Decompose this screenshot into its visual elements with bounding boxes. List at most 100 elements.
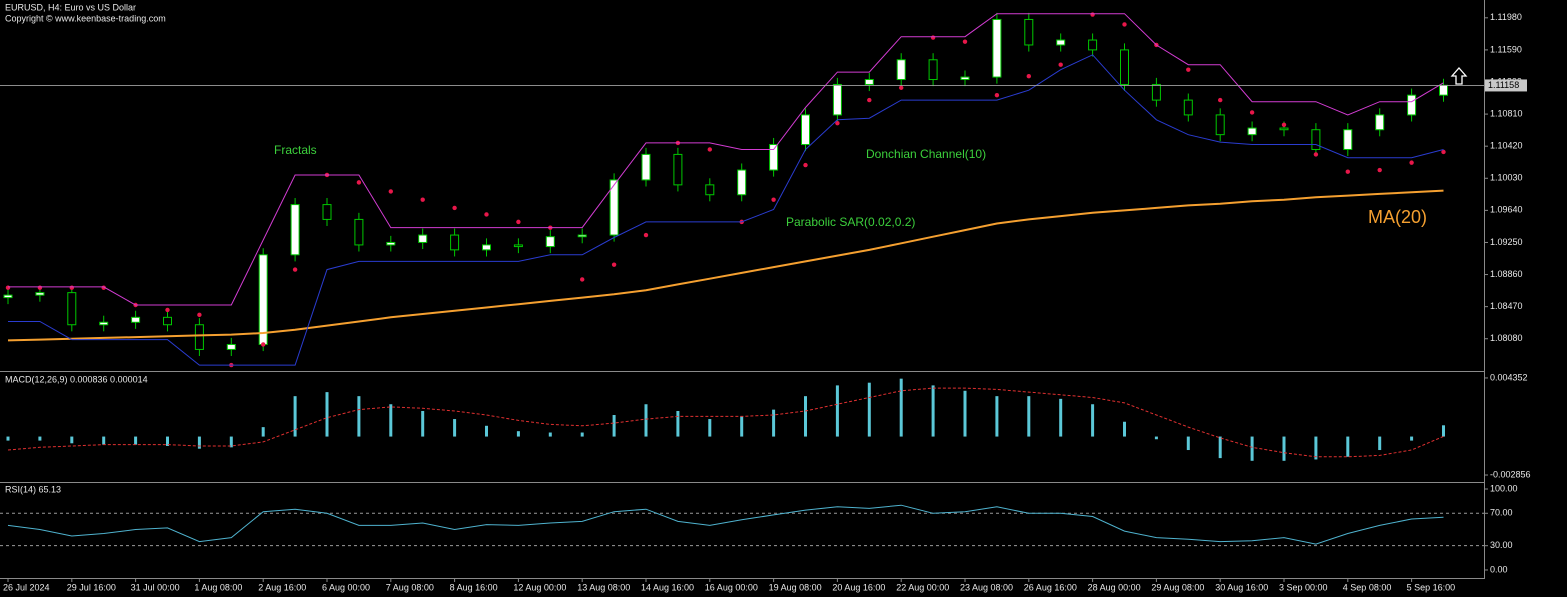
sar-dot: [1409, 160, 1414, 165]
macd-bar: [580, 432, 584, 437]
sar-dot: [867, 97, 872, 103]
y-tick-label: 1.08860: [1490, 269, 1523, 279]
indicator-label: Parabolic SAR(0.02,0.2): [786, 215, 915, 229]
macd-bar: [804, 396, 807, 437]
sar-dot: [420, 197, 425, 202]
y-tick-label: 1.11980: [1490, 12, 1522, 22]
candle-body: [1151, 83, 1161, 101]
candle-body: [418, 234, 428, 243]
candle-body: [450, 234, 460, 251]
x-tick-label: 30 Aug 16:00: [1215, 582, 1268, 592]
candle-body: [673, 153, 683, 186]
macd-bar: [1378, 436, 1382, 451]
macd-bar: [1186, 436, 1190, 451]
sar-dot: [1058, 62, 1063, 67]
indicator-line: [7, 387, 1444, 458]
macd-bar: [1346, 436, 1350, 457]
candle-body: [641, 153, 651, 181]
y-tick-label: 70.00: [1490, 508, 1513, 518]
macd-bar: [740, 416, 744, 437]
x-tick-label: 5 Sep 16:00: [1407, 582, 1456, 592]
sar-dot: [771, 197, 776, 202]
sar-dot: [388, 189, 393, 194]
y-tick-label: 100.00: [1490, 483, 1518, 493]
macd-bar: [1154, 436, 1158, 440]
candle-body: [1088, 39, 1098, 51]
macd-bar: [421, 410, 425, 437]
panel-title: RSI(14) 65.13: [5, 484, 61, 494]
indicator-line: [7, 504, 1444, 545]
candle-body: [1247, 127, 1257, 136]
macd-bar: [1250, 436, 1254, 461]
x-tick-label: 22 Aug 00:00: [896, 582, 949, 592]
sar-dot: [292, 267, 298, 272]
candle-body: [577, 234, 587, 238]
candle-body: [832, 83, 842, 116]
sar-dot: [803, 162, 808, 168]
candle-body: [801, 114, 810, 146]
macd-bar: [166, 436, 169, 446]
x-tick-label: 29 Jul 16:00: [67, 582, 116, 592]
candle-body: [1056, 39, 1066, 46]
macd-bar: [325, 392, 329, 437]
macd-bar: [261, 427, 265, 437]
y-tick-label: -0.002856: [1490, 469, 1531, 479]
candle-body: [769, 144, 779, 171]
x-tick-label: 6 Aug 00:00: [322, 582, 370, 592]
sar-dot: [1441, 149, 1446, 155]
candle-body: [1439, 84, 1448, 96]
sar-dot: [1218, 97, 1223, 103]
buy-arrow-icon: [1450, 67, 1468, 85]
candle-body: [737, 169, 747, 196]
macd-bar: [867, 382, 871, 437]
sar-dot: [994, 92, 1000, 98]
sar-dot: [452, 205, 457, 211]
macd-bar: [963, 390, 967, 437]
candle-body: [3, 294, 13, 299]
x-tick-label: 2 Aug 16:00: [258, 582, 306, 592]
candle-body: [1311, 129, 1321, 150]
candle-body: [1183, 99, 1193, 116]
candle-body: [609, 179, 619, 236]
macd-bar: [995, 396, 999, 437]
chart-title: EURUSD, H4: Euro vs US Dollar: [5, 2, 136, 12]
candle-body: [992, 18, 1002, 78]
macd-bar: [1059, 398, 1063, 437]
candle-body: [960, 76, 970, 81]
sar-dot: [69, 285, 75, 290]
candle-body: [545, 236, 555, 248]
y-tick-label: 1.08080: [1490, 333, 1523, 343]
x-tick-label: 12 Aug 00:00: [513, 582, 566, 592]
panel-title: MACD(12,26,9) 0.000836 0.000014: [5, 374, 148, 384]
macd-bar: [1218, 436, 1222, 459]
x-tick-label: 1 Aug 08:00: [194, 582, 242, 592]
macd-bar: [134, 436, 138, 445]
x-tick-label: 26 Jul 2024: [3, 582, 50, 592]
x-tick-label: 20 Aug 16:00: [832, 582, 885, 592]
macd-bar: [357, 396, 361, 437]
candle-body: [226, 343, 236, 350]
candle-body: [1343, 129, 1353, 150]
sar-dot: [1377, 167, 1382, 173]
macd-bar: [1027, 396, 1031, 437]
x-tick-label: 7 Aug 08:00: [386, 582, 434, 592]
candle-body: [1024, 18, 1034, 46]
macd-bar: [1410, 436, 1414, 441]
indicator-line: [8, 54, 1444, 366]
candle-body: [163, 316, 172, 326]
sar-dot: [484, 212, 489, 217]
candle-body: [354, 218, 364, 246]
candle-body: [864, 79, 874, 85]
macd-bar: [1123, 421, 1126, 437]
candle-body: [35, 292, 45, 296]
sar-dot: [37, 285, 43, 290]
chart-subtitle: Copyright © www.keenbase-trading.com: [5, 13, 166, 23]
x-tick-label: 13 Aug 08:00: [577, 582, 630, 592]
sar-dot: [1345, 169, 1351, 174]
candle-body: [99, 321, 109, 326]
y-tick-label: 1.08470: [1490, 301, 1523, 311]
candle-body: [386, 241, 396, 246]
